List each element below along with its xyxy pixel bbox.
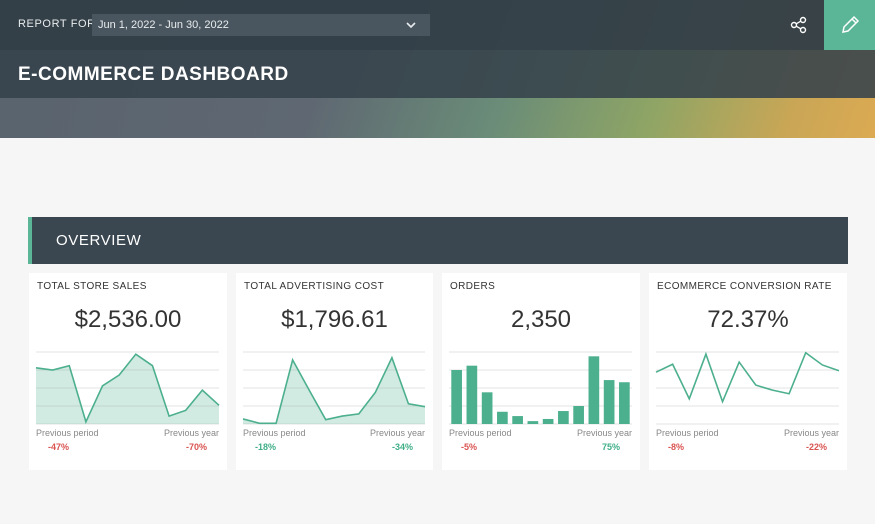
- bar: [451, 370, 462, 424]
- area: [36, 354, 219, 424]
- bar: [573, 406, 584, 424]
- date-range: Jun 1, 2022 - Jun 30, 2022: [98, 19, 229, 31]
- bar: [527, 421, 539, 424]
- comparison-label: Previous period: [243, 428, 306, 438]
- date-range-dropdown[interactable]: Jun 1, 2022 - Jun 30, 2022: [92, 14, 430, 36]
- comparison-change: -18%: [255, 442, 277, 452]
- comparison-label: Previous year: [576, 428, 632, 438]
- card-title: ORDERS: [450, 281, 496, 292]
- line: [242, 355, 426, 425]
- section-header: OVERVIEW: [28, 217, 848, 264]
- dashboard-title: E-COMMERCE DASHBOARD: [18, 64, 289, 85]
- bar: [512, 416, 523, 424]
- metric-card: ECOMMERCE CONVERSION RATE 72.37% Previous …: [649, 273, 847, 470]
- comparison-change: 75%: [601, 442, 620, 452]
- bar: [619, 382, 630, 424]
- line: [655, 351, 840, 404]
- comparison-label: Previous year: [369, 428, 425, 438]
- metric-card: TOTAL ADVERTISING COST $1,796.61 Previous …: [236, 273, 433, 470]
- sparkline: [242, 351, 426, 425]
- line: [35, 353, 220, 425]
- comparison-change: -47%: [48, 442, 70, 452]
- comparison-label: Previous period: [656, 428, 719, 438]
- comparison-label: Previous period: [449, 428, 512, 438]
- metric-card: TOTAL STORE SALES $2,536.00 Previous perio…: [29, 273, 227, 470]
- comparison-change: -5%: [461, 442, 478, 452]
- card-title: ECOMMERCE CONVERSION RATE: [657, 281, 832, 292]
- bar: [558, 411, 569, 424]
- comparison-change: -22%: [805, 442, 827, 452]
- sparkline: [35, 351, 220, 425]
- card-value: $1,796.61: [281, 306, 388, 333]
- dropdown-caret: [406, 22, 416, 29]
- bar: [603, 380, 615, 424]
- bar: [481, 392, 493, 424]
- comparison-change: -34%: [391, 442, 413, 452]
- share-button[interactable]: [790, 16, 808, 34]
- comparison-change: -8%: [668, 442, 685, 452]
- comparison-label: Previous period: [36, 428, 99, 438]
- comparison-change: -70%: [185, 442, 207, 452]
- bar: [588, 356, 600, 424]
- card-value: 72.37%: [707, 306, 789, 333]
- edit-button[interactable]: [824, 0, 875, 50]
- sparkline: [655, 351, 840, 425]
- bar: [466, 365, 478, 424]
- card-value: $2,536.00: [74, 306, 182, 333]
- edit-icon: [842, 15, 860, 33]
- card-value: 2,350: [510, 306, 572, 333]
- comparison-label: Previous year: [163, 428, 219, 438]
- area: [243, 357, 425, 424]
- section-title: OVERVIEW: [56, 232, 142, 249]
- bar: [497, 411, 508, 424]
- metric-card: ORDERS 2,350 Previous period -5% Previous ye…: [442, 273, 640, 470]
- bar: [542, 418, 554, 424]
- sparkline: [449, 351, 632, 425]
- comparison-label: Previous year: [783, 428, 839, 438]
- report-for-label: REPORT FOR: [18, 18, 96, 30]
- card-title: TOTAL ADVERTISING COST: [244, 281, 385, 292]
- card-title: TOTAL STORE SALES: [37, 281, 147, 292]
